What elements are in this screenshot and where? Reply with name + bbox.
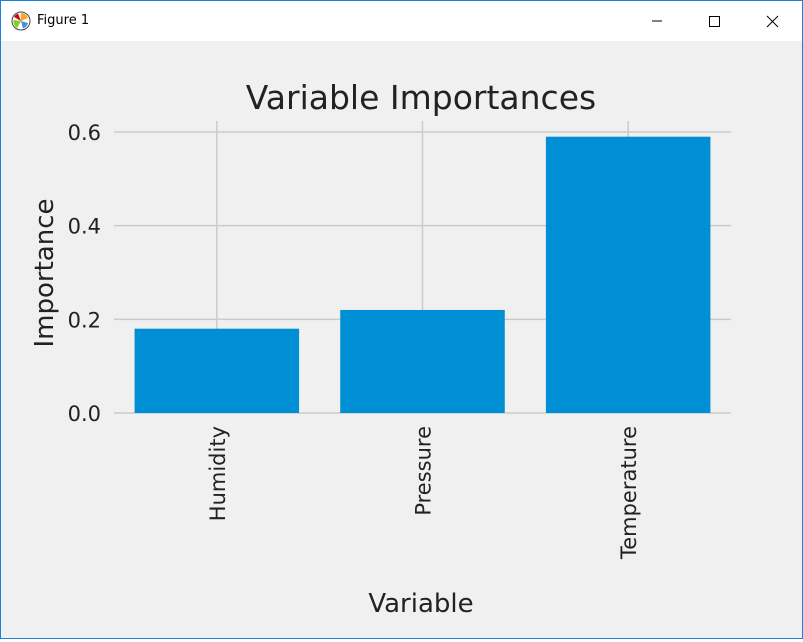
chart-title: Variable Importances (246, 78, 596, 117)
bar-pressure (340, 309, 505, 413)
x-axis-label: Variable (368, 589, 473, 619)
close-button[interactable] (744, 1, 802, 41)
y-tick-label: 0.2 (68, 308, 101, 332)
bar-temperature (545, 136, 711, 413)
title-bar[interactable]: Figure 1 (1, 1, 802, 41)
x-tick-label: Pressure (412, 426, 436, 516)
bar-humidity (134, 328, 300, 413)
y-tick-label: 0.6 (68, 121, 101, 145)
close-icon (766, 15, 779, 28)
window-title: Figure 1 (37, 13, 90, 28)
bar-layer (134, 136, 711, 413)
maximize-icon (709, 16, 720, 27)
chart-area: 0.0 0.2 0.4 0.6 Humidity Pressure Temperature … (1, 41, 802, 638)
y-tick-label: 0.0 (68, 402, 101, 426)
minimize-button[interactable] (628, 1, 686, 41)
y-tick-label: 0.4 (68, 215, 101, 239)
x-tick-label: Humidity (206, 426, 230, 521)
tick-layer: 0.0 0.2 0.4 0.6 Humidity Pressure Temperature (68, 121, 642, 560)
x-tick-label: Temperature (617, 426, 641, 560)
minimize-icon (652, 20, 662, 22)
y-axis-label: Importance (30, 199, 60, 348)
matplotlib-icon (11, 11, 31, 31)
maximize-button[interactable] (686, 1, 744, 41)
